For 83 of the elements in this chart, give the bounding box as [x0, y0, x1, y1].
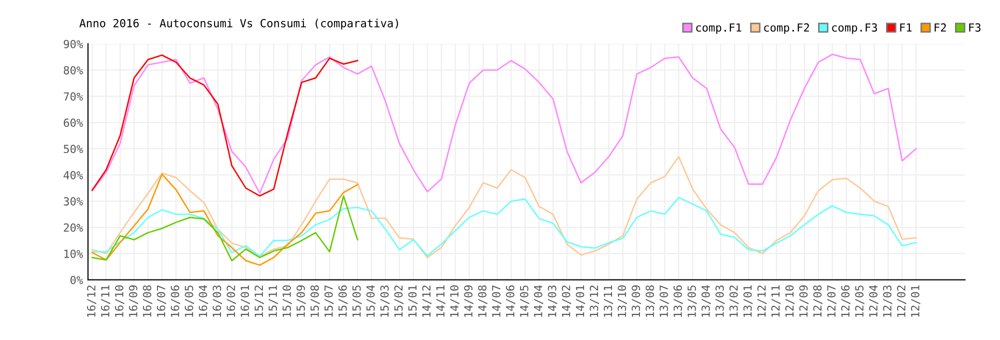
x-tick-label: 15/04 — [366, 285, 376, 317]
y-tick-label: 70% — [64, 92, 83, 101]
x-tick-label: 14/07 — [492, 286, 502, 317]
x-tick-label: 13/08 — [646, 285, 655, 317]
x-tick-label: 14/09 — [464, 285, 474, 317]
x-tick-label: 16/11 — [101, 285, 110, 317]
x-tick-label: 14/11 — [436, 285, 446, 317]
y-tick-label: 50% — [64, 144, 83, 154]
x-tick-label: 14/03 — [548, 286, 558, 317]
y-tick-label: 10% — [64, 250, 83, 258]
x-tick-label: 15/08 — [310, 285, 320, 317]
y-tick-label: 90% — [64, 40, 83, 48]
x-tick-label: 13/11 — [604, 285, 614, 317]
x-tick-label: 16/12 — [87, 286, 96, 317]
x-tick-label: 13/10 — [618, 285, 627, 317]
legend-label: F3 — [969, 23, 980, 32]
x-tick-label: 12/06 — [841, 285, 850, 317]
x-tick-label: 16/03 — [212, 286, 222, 317]
legend-label: comp.F2 — [764, 23, 809, 34]
x-tick-label: 12/09 — [799, 285, 809, 317]
line-series — [91, 173, 358, 266]
x-tick-label: 16/04 — [198, 285, 208, 317]
x-tick-label: 13/03 — [715, 286, 725, 317]
x-tick-label: 13/04 — [701, 285, 711, 317]
x-tick-label: 15/03 — [380, 286, 390, 317]
x-tick-label: 14/05 — [520, 286, 530, 317]
x-tick-label: 14/06 — [506, 285, 516, 317]
y-tick-label: 0% — [70, 276, 83, 284]
x-tick-label: 16/01 — [240, 285, 250, 317]
line-series — [91, 54, 917, 194]
legend-label: comp.F3 — [832, 23, 878, 34]
x-tick-label: 12/07 — [827, 286, 836, 317]
x-tick-label: 13/12 — [590, 286, 600, 317]
x-tick-label: 12/02 — [897, 286, 906, 317]
x-tick-label: 15/02 — [394, 286, 404, 317]
x-tick-label: 15/01 — [408, 285, 418, 317]
x-tick-label: 14/02 — [562, 286, 572, 317]
x-tick-label: 13/02 — [729, 286, 739, 317]
chart-title: Anno 2016 - Autoconsumi Vs Consumi (comparativa) — [79, 18, 398, 30]
x-tick-label: 16/10 — [114, 285, 124, 317]
x-tick-label: 14/04 — [534, 285, 544, 317]
x-tick-label: 14/08 — [478, 285, 488, 317]
x-tick-label: 15/07 — [324, 286, 334, 317]
x-tick-label: 12/12 — [757, 286, 767, 317]
legend-label: F2 — [934, 23, 946, 32]
x-tick-label: 13/05 — [688, 286, 697, 317]
x-tick-label: 15/09 — [296, 285, 306, 317]
x-tick-label: 12/08 — [813, 285, 822, 317]
legend-label: F1 — [900, 23, 912, 32]
y-tick-label: 80% — [64, 66, 83, 74]
x-tick-label: 12/05 — [855, 286, 864, 317]
x-tick-label: 14/01 — [576, 285, 586, 317]
line-series — [91, 54, 358, 197]
line-series — [91, 195, 358, 262]
y-tick-label: 60% — [64, 118, 83, 127]
y-tick-label: 40% — [64, 170, 83, 180]
x-tick-label: 14/10 — [450, 285, 460, 317]
y-tick-label: 20% — [64, 223, 83, 232]
line-series — [91, 196, 917, 257]
legend-label: comp.F1 — [696, 23, 742, 34]
x-tick-label: 16/05 — [184, 286, 194, 317]
x-tick-label: 14/12 — [422, 286, 432, 317]
y-tick-label: 30% — [64, 197, 83, 206]
x-tick-label: 16/02 — [226, 286, 236, 317]
x-tick-label: 16/06 — [170, 285, 180, 317]
line-series — [91, 156, 917, 258]
x-tick-label: 13/07 — [660, 286, 669, 317]
x-tick-label: 16/09 — [128, 285, 138, 317]
x-tick-label: 16/08 — [142, 285, 152, 317]
x-tick-label: 15/12 — [254, 286, 264, 317]
x-tick-label: 15/11 — [268, 285, 278, 317]
x-tick-label: 13/06 — [674, 285, 683, 317]
x-tick-label: 16/07 — [156, 286, 166, 317]
x-tick-label: 12/11 — [771, 285, 781, 317]
x-tick-label: 12/10 — [785, 285, 795, 317]
x-tick-label: 15/10 — [282, 285, 292, 317]
x-tick-label: 12/01 — [910, 285, 920, 317]
x-tick-label: 15/06 — [338, 285, 348, 317]
x-tick-label: 13/09 — [632, 285, 641, 317]
x-tick-label: 13/01 — [743, 285, 753, 317]
x-tick-label: 15/05 — [352, 286, 362, 317]
x-tick-label: 12/03 — [883, 286, 892, 317]
x-tick-label: 12/04 — [869, 285, 878, 317]
